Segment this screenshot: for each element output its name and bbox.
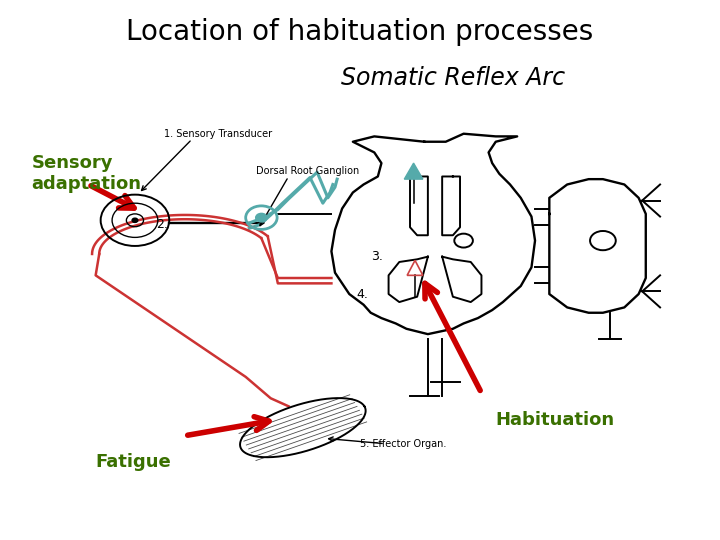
Text: 2.: 2. xyxy=(156,218,168,231)
Text: 5. Effector Organ.: 5. Effector Organ. xyxy=(360,438,446,449)
Circle shape xyxy=(132,218,138,222)
Text: Sensory
adaptation: Sensory adaptation xyxy=(32,154,141,193)
Text: 4.: 4. xyxy=(356,287,369,301)
Circle shape xyxy=(256,213,267,222)
Text: Habituation: Habituation xyxy=(496,410,615,429)
Text: Somatic Reflex Arc: Somatic Reflex Arc xyxy=(341,65,565,90)
Text: Fatigue: Fatigue xyxy=(96,454,171,471)
Text: Location of habituation processes: Location of habituation processes xyxy=(127,18,593,46)
Text: Dorsal Root Ganglion: Dorsal Root Ganglion xyxy=(256,166,360,176)
Text: 1. Sensory Transducer: 1. Sensory Transducer xyxy=(163,129,271,139)
Text: 3.: 3. xyxy=(371,250,382,263)
Polygon shape xyxy=(405,163,423,179)
